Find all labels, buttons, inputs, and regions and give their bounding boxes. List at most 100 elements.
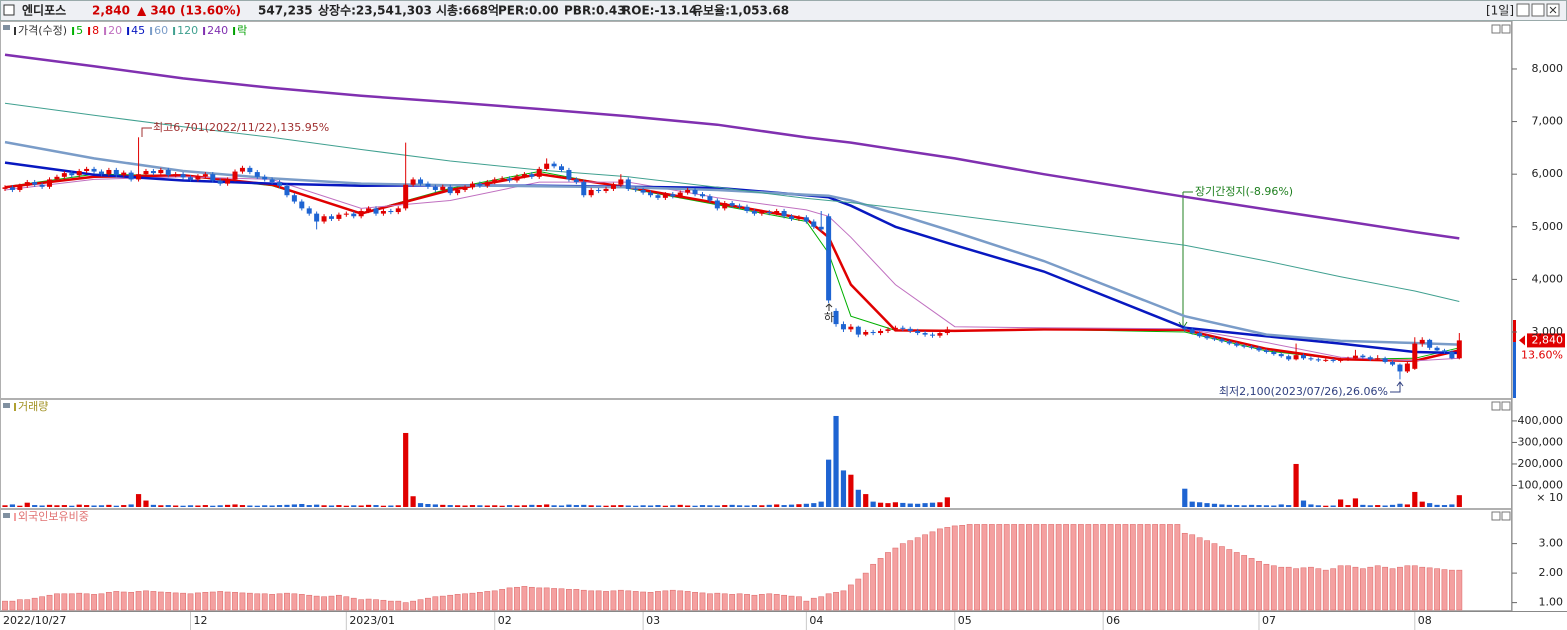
candle-body	[714, 200, 720, 209]
candle-body	[937, 333, 943, 336]
panel-button[interactable]	[1501, 511, 1511, 521]
candle-body	[247, 167, 253, 173]
candle-body	[343, 213, 349, 215]
period[interactable]: [1일]	[1486, 4, 1514, 18]
bar	[774, 504, 780, 507]
price-pointer	[1519, 335, 1525, 346]
candle-body	[284, 185, 290, 196]
low-arrow	[1390, 381, 1404, 393]
panel-button[interactable]	[1501, 401, 1511, 411]
bar	[1397, 503, 1403, 507]
panel-button[interactable]	[1491, 511, 1501, 521]
candle-body	[314, 213, 320, 222]
market-cap: 시총:668억	[436, 3, 499, 18]
bar	[1360, 504, 1366, 507]
legend-swatch	[14, 27, 16, 35]
candle-body	[848, 326, 854, 330]
bar	[1211, 503, 1218, 507]
bar	[744, 594, 750, 611]
bar	[135, 591, 142, 611]
bar	[1397, 566, 1403, 611]
bar	[373, 505, 379, 507]
candle-body	[1182, 327, 1188, 330]
candle-body	[484, 182, 490, 186]
bar	[24, 502, 30, 507]
bar	[729, 504, 735, 507]
bar	[670, 505, 676, 507]
bar	[380, 599, 387, 611]
bar	[677, 590, 684, 611]
candle-body	[1360, 355, 1366, 358]
candle-body	[625, 179, 631, 189]
candle-body	[425, 183, 431, 187]
candle-body	[685, 189, 691, 193]
bar	[558, 588, 565, 611]
bar	[232, 591, 238, 611]
checkbox[interactable]	[3, 4, 15, 16]
bar	[907, 503, 913, 507]
bar	[937, 528, 943, 611]
legend-swatch	[150, 27, 153, 35]
panel-title: 외국인보유비중	[18, 510, 89, 523]
bar	[105, 591, 112, 611]
bar	[551, 505, 557, 507]
annotation: 장기간정지(-8.96%)	[1195, 185, 1293, 198]
bar	[617, 589, 624, 611]
bar	[306, 505, 312, 507]
candle-body	[551, 163, 557, 167]
candle-body	[165, 169, 171, 176]
candle-body	[136, 174, 142, 180]
panel-button[interactable]	[1501, 24, 1511, 34]
bar	[1248, 504, 1255, 507]
candle-body	[366, 208, 372, 211]
bar	[1026, 524, 1032, 611]
bar	[669, 589, 676, 611]
bar	[551, 588, 557, 611]
bar	[892, 502, 898, 507]
change-pct: (13.60%)	[180, 4, 241, 18]
bar	[1426, 567, 1433, 611]
minimize-button[interactable]	[1516, 3, 1530, 17]
candle-body	[447, 186, 453, 194]
bar	[1196, 537, 1203, 611]
bar	[922, 503, 928, 507]
panel-button[interactable]	[1491, 24, 1501, 34]
panel-button[interactable]	[1491, 401, 1501, 411]
annotation: 최저2,100(2023/07/26),26.06%	[1219, 385, 1388, 398]
bar	[1382, 505, 1388, 507]
candle-body	[32, 182, 38, 185]
x-tick-label: 05	[958, 614, 972, 627]
candle-body	[418, 179, 424, 184]
bar	[202, 591, 209, 611]
bar	[855, 489, 861, 507]
bar	[32, 505, 38, 507]
bar	[1375, 505, 1381, 507]
bar	[610, 590, 617, 611]
bar	[1271, 505, 1277, 507]
candle-body	[1323, 359, 1329, 361]
bar	[2, 600, 8, 611]
legend-label: 가격(수정)	[18, 24, 67, 37]
bar	[484, 505, 490, 507]
bar	[803, 600, 810, 611]
bar	[951, 525, 958, 611]
candle-body	[239, 167, 245, 172]
bar	[1159, 524, 1166, 611]
bar	[284, 504, 290, 507]
bar	[425, 503, 431, 507]
bar	[306, 594, 313, 611]
maximize-button[interactable]	[1531, 3, 1545, 17]
bar	[417, 503, 424, 507]
bar	[848, 474, 854, 507]
candle-body	[692, 189, 698, 195]
candle-body	[217, 180, 223, 184]
candle-body	[1404, 363, 1410, 372]
candle-body	[47, 179, 53, 187]
bar	[959, 525, 966, 611]
pbr: PBR:0.43	[564, 4, 626, 18]
bar	[46, 504, 53, 507]
candle-body	[410, 179, 416, 185]
legend-swatch	[173, 27, 176, 35]
bar	[365, 504, 372, 507]
candle-body	[232, 171, 238, 180]
